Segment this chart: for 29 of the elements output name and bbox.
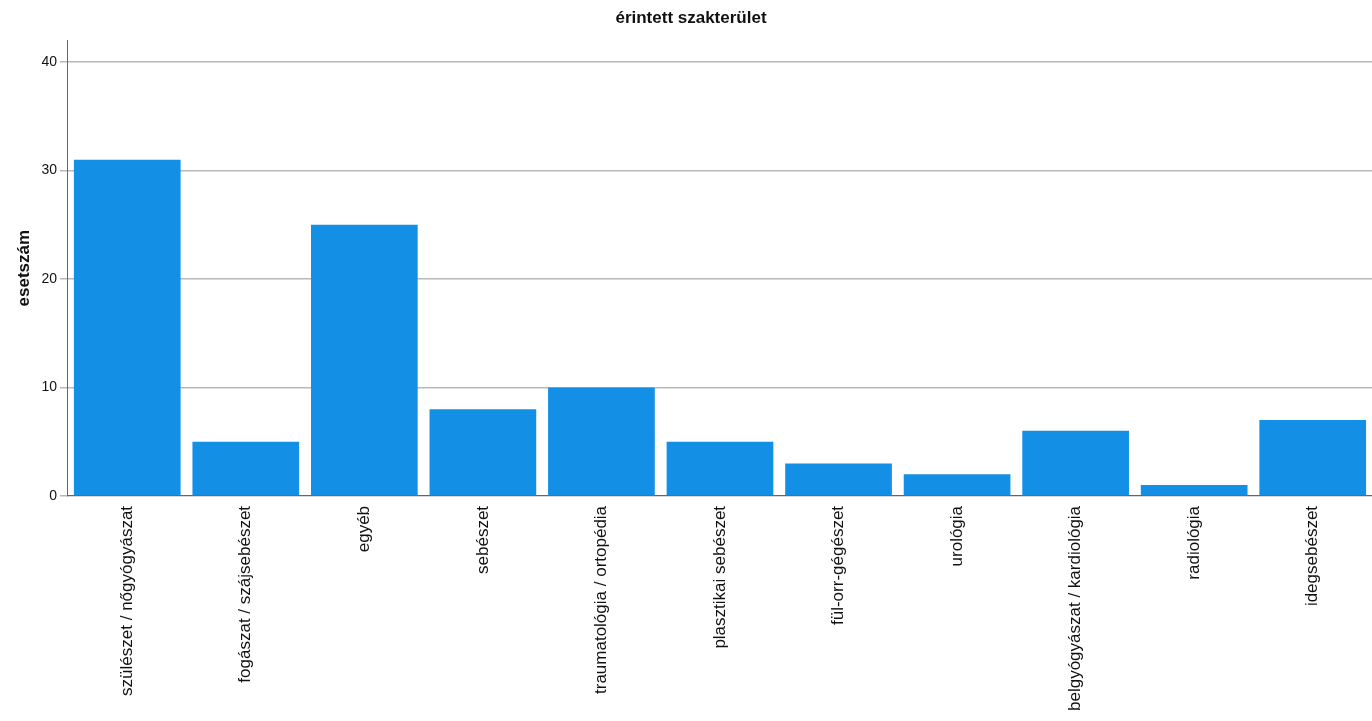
chart-title: érintett szakterület: [615, 7, 767, 27]
bar: [429, 409, 537, 496]
bar: [903, 474, 1011, 496]
y-axis-title: esetszám: [13, 229, 33, 307]
bar: [73, 159, 181, 496]
bar: [785, 463, 892, 496]
x-tick-label: belgyógyászat / kardiológia: [1065, 505, 1085, 712]
y-tick-label: 40: [41, 52, 58, 69]
bar: [192, 441, 300, 496]
bar: [1259, 420, 1367, 496]
x-tick-label: traumatológia / ortopédia: [591, 505, 611, 694]
x-tick-label: fül-orr-gégészet: [828, 505, 848, 625]
bar: [666, 441, 774, 496]
x-tick-label: sebészet: [472, 505, 492, 574]
x-tick-label: idegsebészet: [1302, 505, 1322, 607]
x-tick-label: szülészet / nőgyógyászat: [116, 505, 136, 696]
x-tick-label: egyéb: [354, 505, 374, 553]
bar: [311, 224, 418, 496]
bar: [548, 387, 655, 496]
bar: [1022, 430, 1129, 496]
y-tick-label: 0: [49, 486, 58, 503]
x-tick-label: fogászat / szájsebészet: [235, 505, 255, 683]
y-tick-label: 30: [41, 161, 58, 178]
y-tick-label: 20: [41, 269, 58, 286]
x-tick-label: urológia: [946, 505, 966, 567]
bar: [1140, 485, 1248, 496]
x-tick-label: plasztikai sebészet: [709, 505, 729, 649]
x-tick-label: radiológia: [1183, 505, 1203, 580]
y-tick-label: 10: [41, 378, 58, 395]
